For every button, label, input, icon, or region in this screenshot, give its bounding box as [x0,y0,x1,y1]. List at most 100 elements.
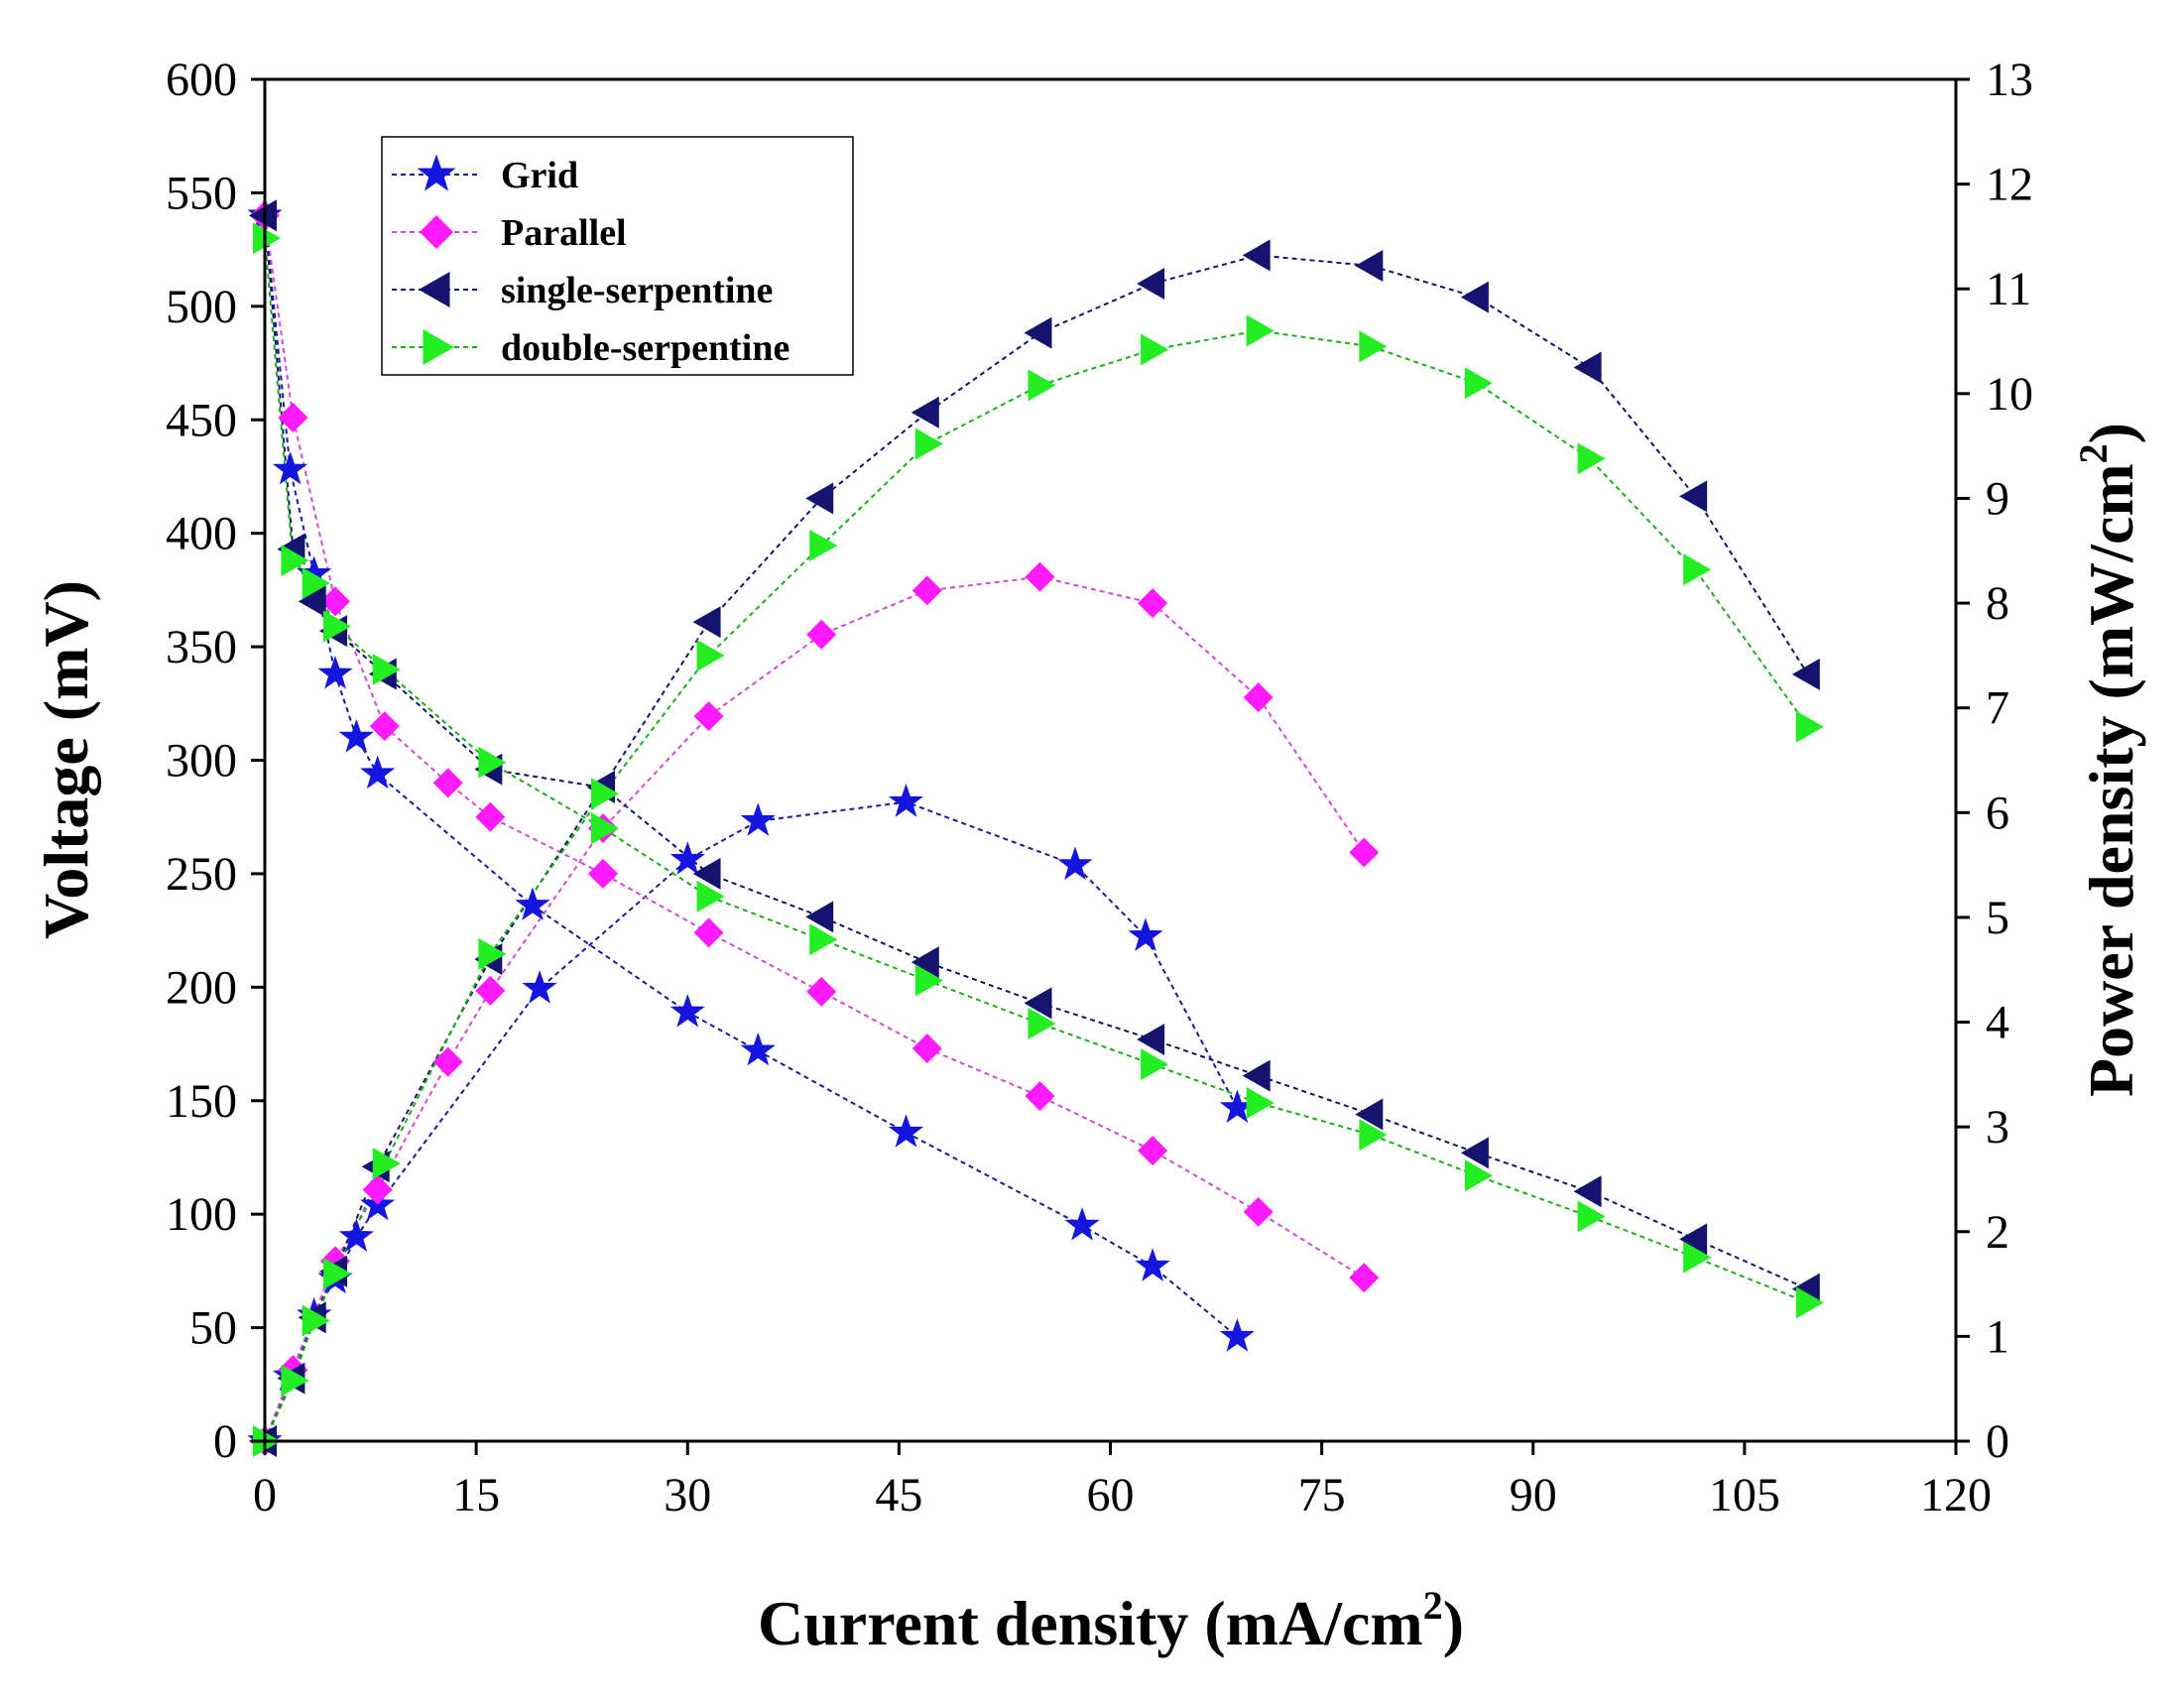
y2-tick-label: 0 [1986,1415,2009,1468]
grid-power-point [338,1218,374,1253]
double-serpentine-power-point [1464,367,1493,400]
parallel-power-point [1349,837,1380,868]
y2-tick-label: 13 [1986,54,2033,106]
parallel-power-point [911,575,942,606]
double-serpentine-voltage-point [1464,1159,1493,1192]
y2-tick-label: 3 [1986,1101,2009,1154]
parallel-power-point [693,701,724,732]
parallel-power-point [1025,561,1055,592]
single-serpentine-power-point [1137,267,1165,300]
parallel-voltage-point [911,1034,942,1064]
single-serpentine-voltage-point [1137,1023,1165,1055]
double-serpentine-power-point [1246,314,1274,347]
legend-single-serpentine-marker [419,272,450,307]
parallel-voltage-point [278,402,308,432]
double-serpentine-power-point [696,639,725,671]
x-tick-label: 60 [1087,1469,1135,1521]
parallel-voltage-point [1349,1263,1380,1293]
y-tick-label: 250 [166,848,237,901]
grid-power-point [669,841,705,875]
y-tick-label: 400 [166,508,237,560]
x-tick-label: 30 [664,1469,711,1521]
y-tick-label: 350 [166,621,237,673]
double-serpentine-voltage-point [253,222,281,255]
grid-power-point [522,970,557,1004]
grid-power-point [1057,846,1093,881]
x-tick-label: 45 [875,1469,922,1521]
double-serpentine-voltage-point [1141,1048,1169,1081]
single-serpentine-voltage-point [1573,1175,1602,1208]
y-tick-label: 600 [166,54,237,106]
parallel-voltage-point [1138,1136,1168,1166]
single-serpentine-voltage-point [249,199,277,232]
double-serpentine-power-point [1028,369,1056,402]
parallel-voltage-point [693,917,724,948]
legend-grid-label: Grid [501,155,578,196]
y-tick-label: 150 [166,1075,237,1128]
single-serpentine-voltage-point [1355,1098,1384,1131]
x-tick-label: 90 [1510,1469,1557,1521]
y2-tick-label: 9 [1986,472,2009,525]
y-axis-title: Voltage (mV) [31,580,101,939]
parallel-voltage-point [369,711,400,742]
parallel-voltage-point [320,586,351,617]
y-tick-label: 450 [166,394,237,446]
double-serpentine-power-point [372,1148,401,1180]
double-serpentine-power-point [1359,330,1388,363]
single-serpentine-power-point [1355,249,1384,282]
single-serpentine-voltage-point [1460,1137,1489,1169]
grid-voltage-point [360,755,396,790]
double-serpentine-voltage-point [1359,1119,1388,1152]
legend-grid-marker [417,154,456,191]
double-serpentine-voltage-point [323,610,352,643]
double-serpentine-power-point [1683,553,1712,586]
y-tick-label: 500 [166,281,237,333]
y2-axis-title: Power density (mW/cm2) [2071,423,2146,1097]
x-axis-title-main: Current density (mA/cm [758,1588,1423,1658]
legend-single-serpentine-label: single-serpentine [501,270,773,311]
y-tick-label: 50 [189,1302,237,1355]
grid-voltage-point [317,655,353,689]
grid-voltage-point [669,993,705,1028]
grid-voltage-point [338,719,374,753]
single-serpentine-power-point [910,396,939,428]
y2-tick-label: 8 [1986,577,2009,630]
parallel-power-point [1138,588,1168,619]
y2-tick-label: 7 [1986,682,2009,735]
parallel-power-point [432,1046,463,1077]
grid-voltage-point [1219,1318,1255,1352]
double-serpentine-voltage-point [696,880,725,912]
parallel-power-point [806,619,837,650]
single-serpentine-power-line [264,254,1809,1442]
double-serpentine-power-point [809,529,838,561]
y2-axis-title-sup: 2 [2071,443,2116,463]
parallel-voltage-point [806,976,837,1007]
single-serpentine-voltage-point [805,901,834,933]
grid-voltage-point [888,1114,924,1148]
y2-axis-title-main: Power density (mW/cm [2076,463,2146,1097]
single-serpentine-power-point [805,482,834,515]
double-serpentine-voltage-point [1795,1286,1824,1319]
double-serpentine-power-point [281,1364,309,1397]
double-serpentine-voltage-point [1683,1241,1712,1274]
grid-voltage-point [1135,1248,1170,1281]
double-serpentine-voltage-point [1577,1200,1606,1233]
legend-double-serpentine-label: double-serpentine [501,327,789,369]
single-serpentine-voltage-point [1242,1059,1271,1092]
parallel-voltage-point [1243,1196,1274,1227]
y2-tick-label: 11 [1986,263,2031,315]
x-axis-title-sup: 2 [1423,1583,1443,1628]
single-serpentine-power-point [1679,480,1708,513]
double-serpentine-voltage-point [1028,1007,1056,1039]
double-serpentine-power-point [478,937,507,970]
single-serpentine-power-point [1573,351,1602,384]
single-serpentine-voltage-point [1679,1223,1708,1256]
double-serpentine-power-point [1577,442,1606,475]
single-serpentine-voltage-point [692,857,721,890]
x-tick-label: 15 [452,1469,500,1521]
grid-voltage-point [1064,1207,1100,1241]
single-serpentine-power-point [692,606,721,639]
double-serpentine-voltage-point [372,653,401,685]
single-serpentine-power-point [1791,658,1820,690]
